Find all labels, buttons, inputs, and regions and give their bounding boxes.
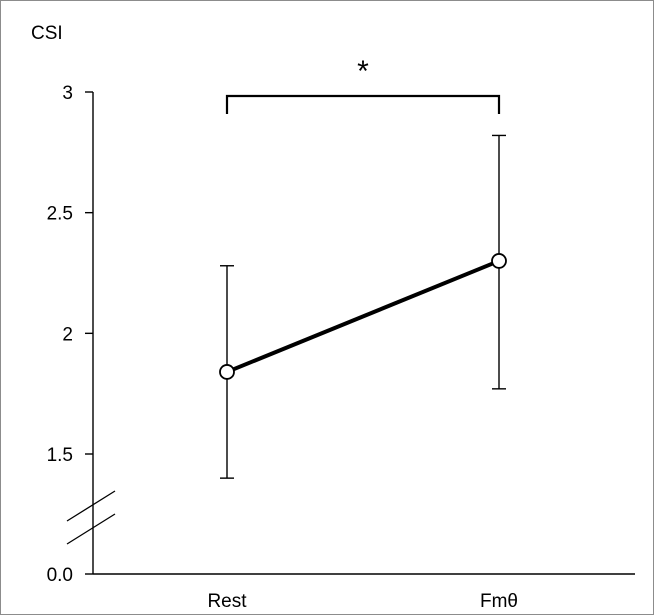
y-tick-label: 1.5 [47, 445, 73, 466]
x-tick-label: Rest [207, 591, 247, 612]
y-tick-label: 2.5 [47, 204, 73, 225]
significance-bracket: * [225, 55, 501, 114]
data-point-Fmθ [491, 253, 507, 269]
series-line [226, 259, 500, 374]
axis-break-mark [66, 490, 116, 545]
y-tick-label: 2 [62, 324, 73, 345]
x-ticks: Rest Fmθ [207, 591, 518, 612]
significance-bracket-line [225, 94, 501, 114]
x-tick-label: Fmθ [480, 591, 518, 612]
y-ticks: 3 2.5 2 1.5 0.0 [47, 83, 93, 586]
y-axis-label: CSI [31, 23, 63, 44]
y-tick-label: 3 [62, 83, 73, 104]
y-tick-label: 0.0 [47, 565, 73, 586]
data-point-Rest [219, 364, 235, 380]
significance-asterisk: * [357, 55, 369, 88]
series-marks [219, 134, 507, 479]
